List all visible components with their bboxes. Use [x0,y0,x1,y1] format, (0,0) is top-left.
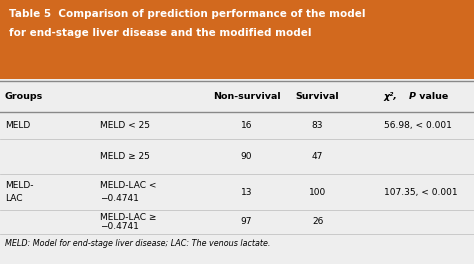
Text: MELD-: MELD- [5,181,33,190]
Text: MELD: MELD [5,121,30,130]
Text: MELD-LAC <: MELD-LAC < [100,181,156,190]
FancyBboxPatch shape [0,0,474,79]
Text: Non-survival: Non-survival [213,92,280,101]
Text: MELD ≥ 25: MELD ≥ 25 [100,152,149,161]
Text: 97: 97 [241,217,252,226]
Text: 90: 90 [241,152,252,161]
Text: −0.4741: −0.4741 [100,222,138,231]
Text: χ²,: χ², [384,92,401,101]
Text: 16: 16 [241,121,252,130]
FancyBboxPatch shape [0,79,474,264]
Text: MELD-LAC ≥: MELD-LAC ≥ [100,213,156,222]
Text: −0.4741: −0.4741 [100,194,138,203]
Text: MELD < 25: MELD < 25 [100,121,149,130]
Text: Table 5  Comparison of prediction performance of the model: Table 5 Comparison of prediction perform… [9,9,366,19]
Text: 107.35, < 0.001: 107.35, < 0.001 [384,187,457,197]
Text: MELD: Model for end-stage liver disease; LAC: The venous lactate.: MELD: Model for end-stage liver disease;… [5,239,270,248]
Text: value: value [416,92,448,101]
Text: 100: 100 [309,187,326,197]
Text: LAC: LAC [5,194,22,203]
Text: 47: 47 [312,152,323,161]
Text: for end-stage liver disease and the modified model: for end-stage liver disease and the modi… [9,28,312,38]
Text: 56.98, < 0.001: 56.98, < 0.001 [384,121,452,130]
Text: Survival: Survival [296,92,339,101]
Text: Groups: Groups [5,92,43,101]
Text: 26: 26 [312,217,323,226]
Text: P: P [409,92,416,101]
Text: 13: 13 [241,187,252,197]
Text: 83: 83 [312,121,323,130]
